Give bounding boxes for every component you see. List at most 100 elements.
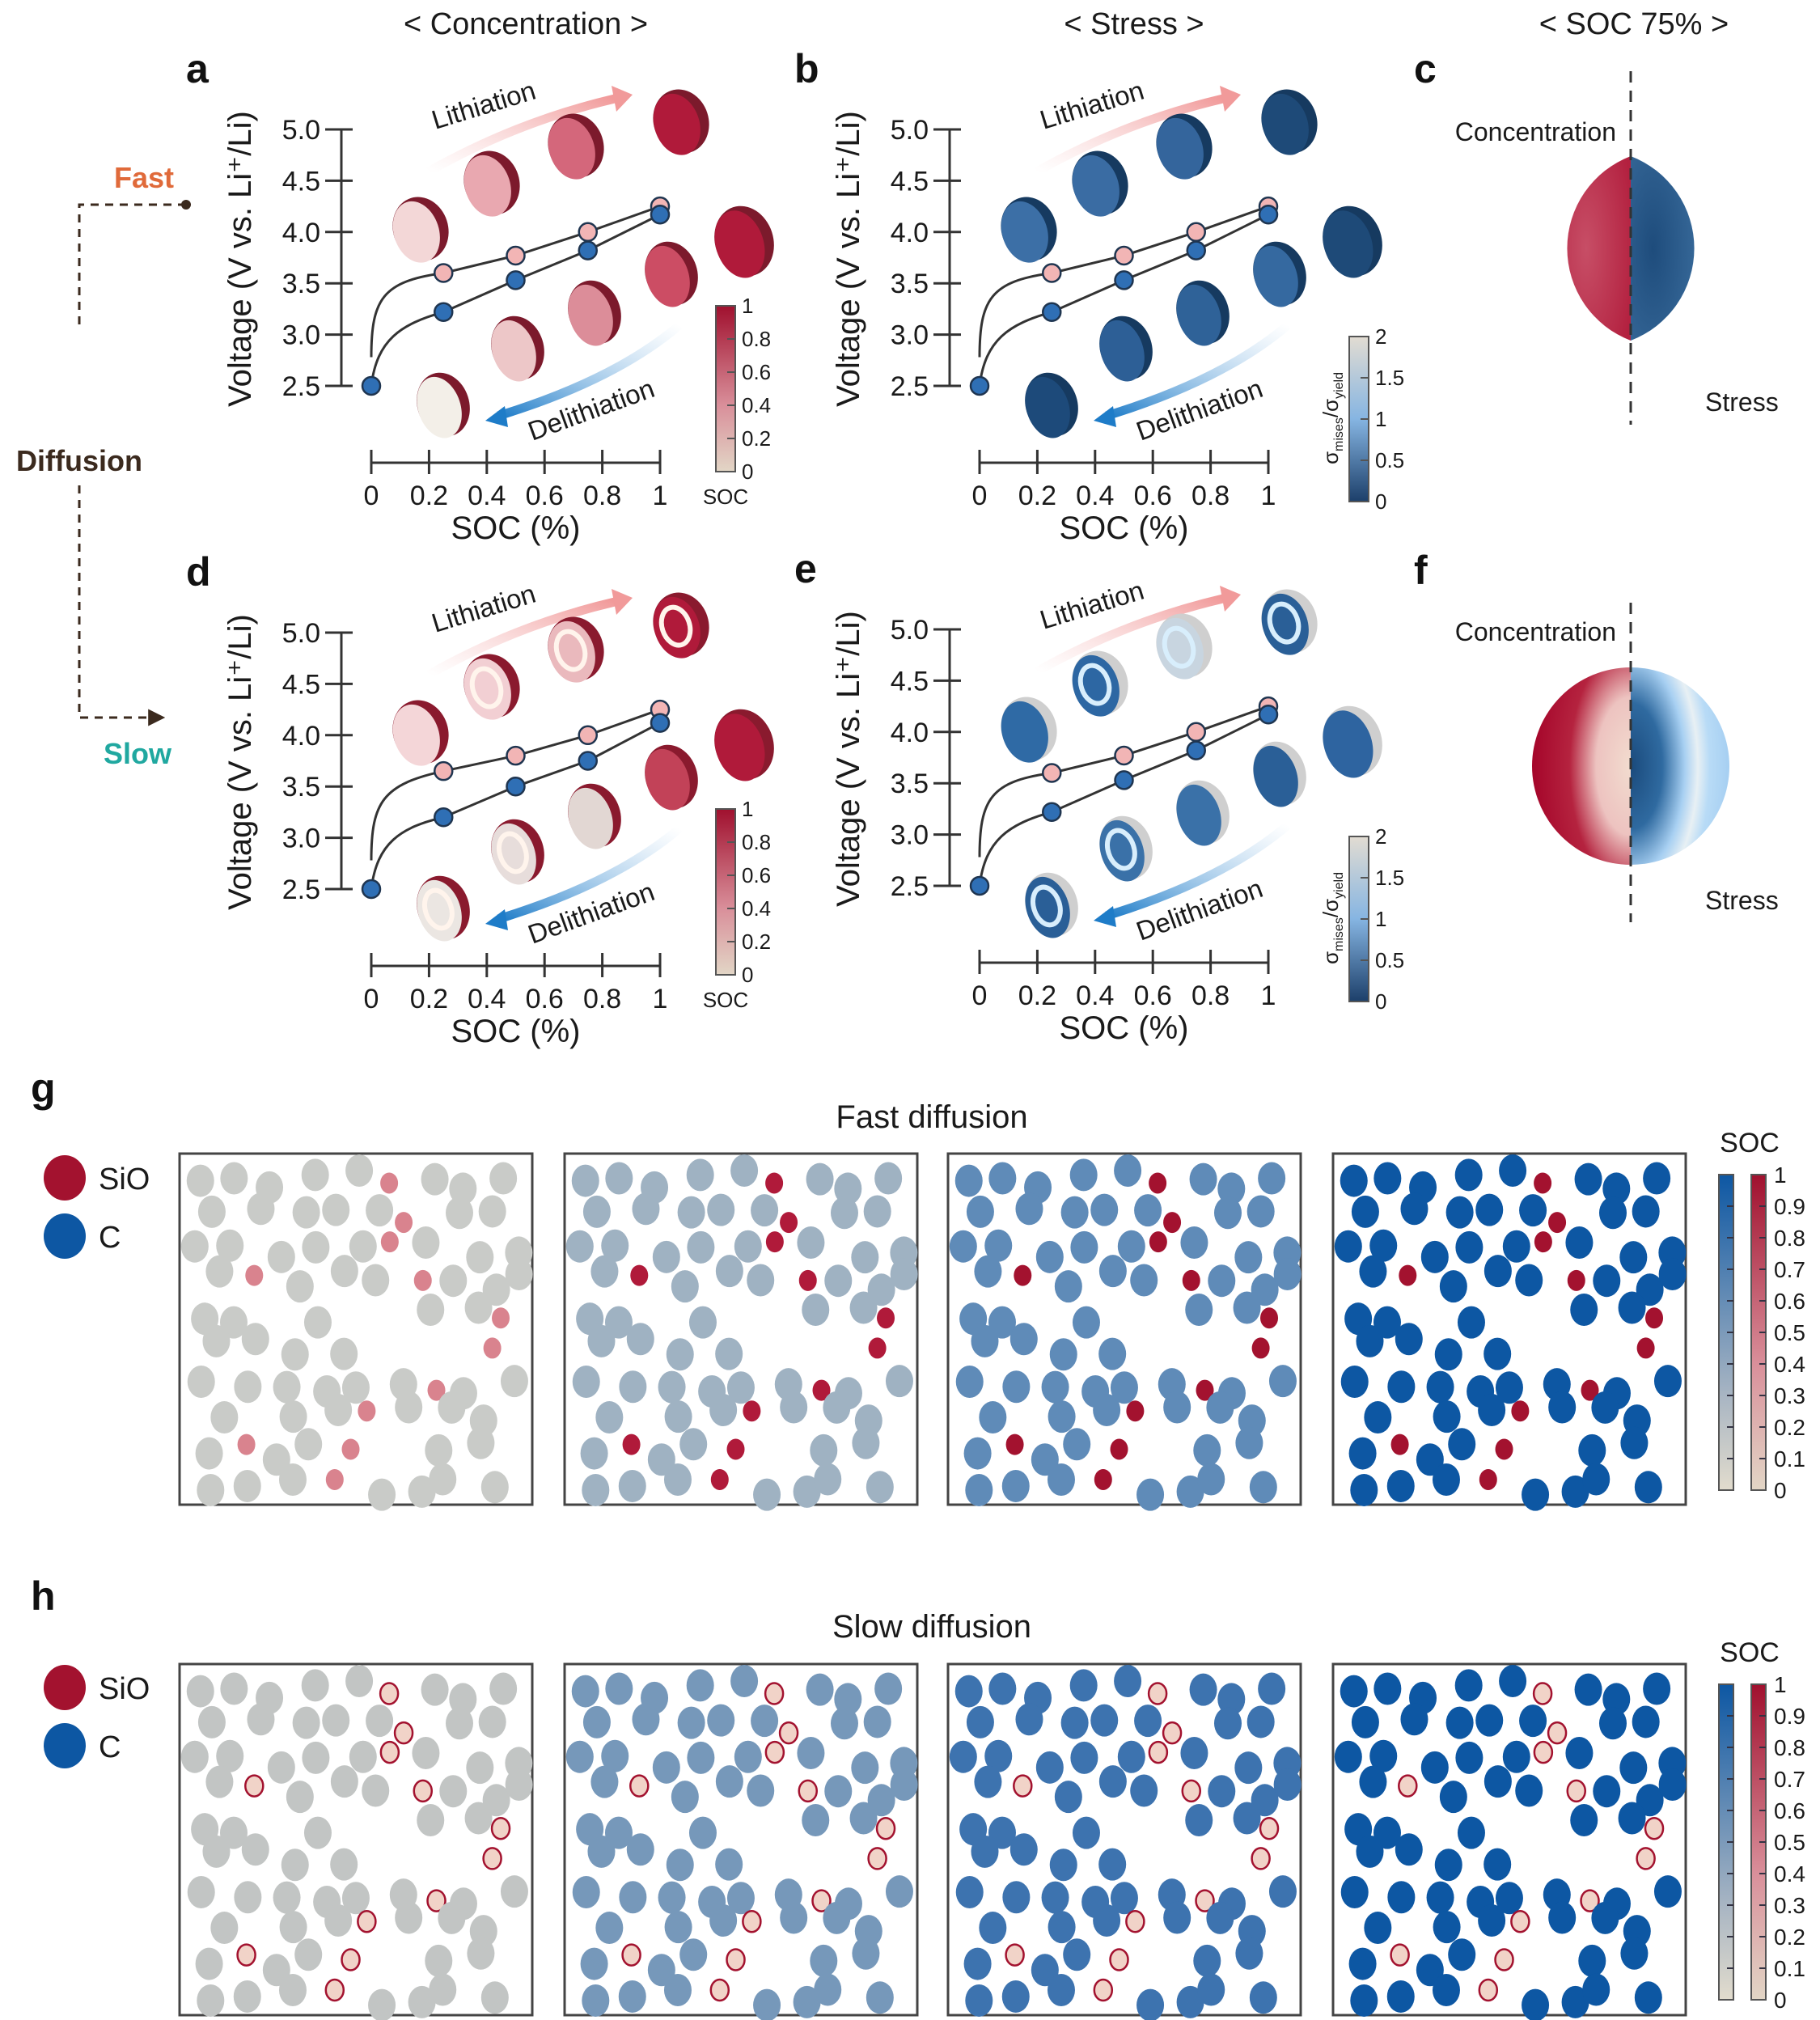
data-point-delithiation	[1258, 704, 1279, 725]
c-particle	[395, 1391, 423, 1424]
c-particle	[1620, 1937, 1649, 1970]
sio-particle	[393, 1721, 414, 1745]
c-particle	[322, 1193, 350, 1226]
c-particle	[1484, 1337, 1512, 1370]
c-particle	[604, 1816, 633, 1849]
c-particle	[747, 1264, 775, 1297]
sio-particle	[357, 1909, 377, 1933]
y-axis-label: Voltage (V vs. Li⁺/Li)	[831, 111, 866, 407]
c-particle	[726, 1371, 755, 1404]
colorbar-tick-label: 0.2	[742, 426, 771, 451]
particle-colorbar-tick: 0	[1774, 1478, 1787, 1503]
c-particle	[1636, 1273, 1664, 1306]
c-particle	[303, 1816, 332, 1849]
sio-particle	[245, 1264, 264, 1286]
c-particle	[1134, 1194, 1162, 1227]
c-particle	[1340, 1875, 1369, 1908]
c-particle	[341, 1882, 370, 1915]
c-particle	[1334, 1230, 1362, 1263]
c-particle	[1593, 1264, 1621, 1298]
c-particle	[747, 1774, 775, 1807]
c-particle	[830, 1196, 858, 1230]
x-tick-label: 0	[364, 481, 379, 511]
colorbar-tick-label: 2	[1375, 824, 1386, 849]
c-particle	[500, 1875, 528, 1908]
c-particle	[1334, 1740, 1362, 1773]
c-particle	[1217, 1683, 1246, 1716]
y-tick-label: 3.0	[282, 824, 320, 854]
sphere-full-soc	[714, 205, 774, 278]
c-particle	[362, 1264, 390, 1297]
c-particle	[1373, 1162, 1402, 1195]
c-particle	[618, 1980, 646, 2013]
data-point-delithiation	[578, 240, 598, 260]
x-tick-label: 0.6	[1134, 980, 1172, 1011]
sio-particle	[1390, 1433, 1409, 1455]
c-particle	[688, 1816, 717, 1849]
c-particle	[294, 1938, 323, 1971]
sio-particle	[492, 1307, 510, 1329]
y-tick-label: 5.0	[891, 615, 929, 646]
particle-colorbar-tick: 0.6	[1774, 1798, 1805, 1823]
sphere-lithiation-0	[392, 700, 449, 766]
y-tick-label: 4.5	[282, 669, 320, 700]
c-particle	[395, 1901, 423, 1934]
diffusion-label: Diffusion	[16, 444, 142, 477]
sio-particle	[1163, 1212, 1182, 1234]
c-particle	[810, 1433, 838, 1467]
c-particle	[1619, 1241, 1648, 1274]
c-particle	[966, 1195, 994, 1228]
c-particle	[1069, 1669, 1098, 1702]
c-particle	[715, 1255, 743, 1288]
c-particle	[955, 1365, 984, 1398]
c-particle	[867, 1273, 895, 1306]
c-particle	[1582, 1973, 1610, 2006]
c-particle	[322, 1704, 350, 1737]
c-particle	[1098, 1848, 1127, 1881]
sphere-lithiation-1	[463, 150, 520, 217]
c-particle	[1233, 1291, 1261, 1324]
delithiation-arrow	[485, 321, 683, 427]
c-particle	[1268, 1875, 1297, 1908]
c-particle	[677, 1706, 705, 1739]
header-stress: < Stress >	[1064, 7, 1204, 41]
sio-particle	[743, 1400, 761, 1422]
c-particle	[1163, 1901, 1191, 1934]
c-particle	[368, 1988, 396, 2020]
c-particle	[1400, 1703, 1428, 1736]
c-particle	[1110, 1882, 1138, 1915]
c-particle	[1454, 1669, 1483, 1702]
colorbar-soc: 0 0.2 0.4 0.6 0.8 1 SOC	[703, 294, 771, 509]
c-particle	[1206, 1901, 1234, 1934]
c-particle	[1578, 1433, 1606, 1467]
c-particle	[467, 1426, 495, 1459]
c-particle	[1420, 1751, 1449, 1784]
sio-particle	[413, 1779, 434, 1803]
sio-particle	[1110, 1438, 1128, 1460]
c-particle	[1643, 1162, 1671, 1195]
panel-letter-c: c	[1414, 46, 1437, 91]
c-particle	[1093, 1394, 1121, 1427]
c-particle	[197, 1195, 226, 1228]
c-particle	[482, 1784, 510, 1817]
legend-c-label: C	[99, 1730, 121, 1764]
c-particle	[1598, 1707, 1627, 1740]
sphere-delithiation-2	[568, 280, 621, 346]
c-particle	[1130, 1774, 1158, 1807]
c-particle	[286, 1270, 314, 1303]
y-tick-label: 3.5	[282, 772, 320, 802]
c-particle	[281, 1338, 309, 1371]
c-particle	[241, 1833, 269, 1866]
c-particle	[751, 1194, 779, 1227]
sio-particle	[1495, 1438, 1513, 1460]
c-particle	[1208, 1775, 1236, 1808]
c-particle	[1009, 1833, 1038, 1866]
sio-particle	[621, 1943, 641, 1967]
c-particle	[180, 1740, 209, 1773]
lithiation-arrow	[426, 589, 633, 679]
c-particle	[751, 1705, 779, 1738]
c-particle	[824, 1264, 853, 1298]
c-particle	[1416, 1443, 1444, 1476]
c-particle	[1499, 1664, 1527, 1697]
c-particle	[1273, 1258, 1302, 1291]
